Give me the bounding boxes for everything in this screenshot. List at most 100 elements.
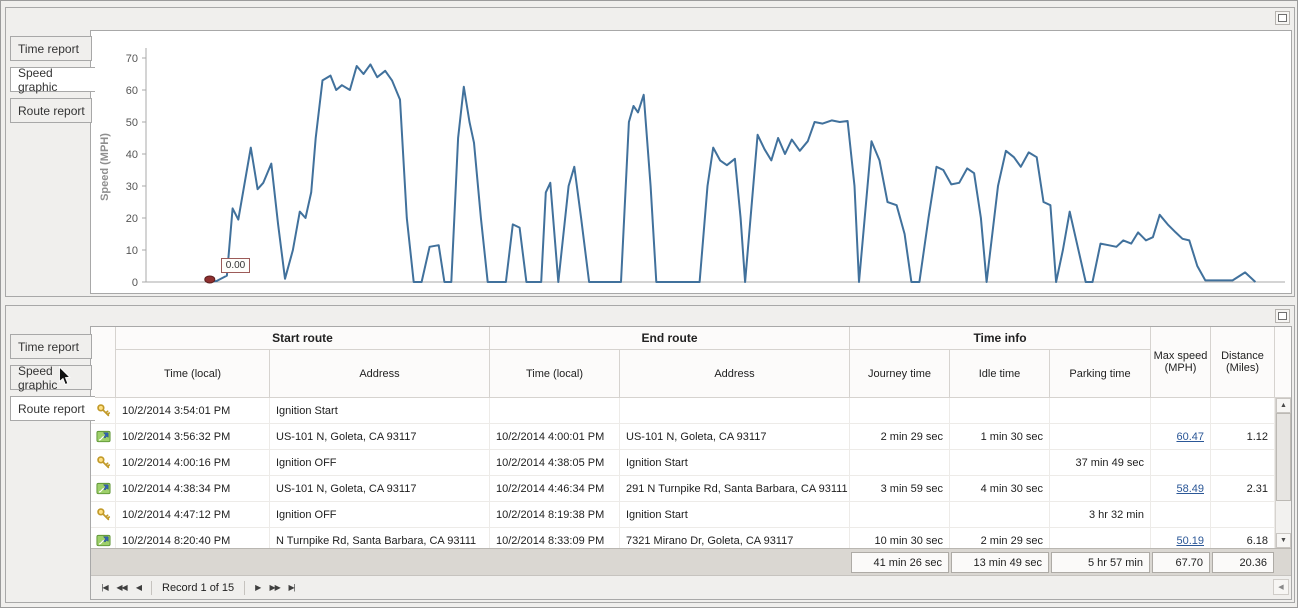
table-row[interactable]: 10/2/2014 3:56:32 PM US-101 N, Goleta, CA… — [91, 424, 1275, 450]
key-icon — [91, 398, 116, 424]
cell — [1151, 398, 1211, 424]
key-icon — [91, 450, 116, 476]
route-icon — [91, 476, 116, 502]
table-row[interactable]: 10/2/2014 3:54:01 PM Ignition Start — [91, 398, 1275, 424]
record-count-label: Record 1 of 15 — [162, 581, 235, 594]
tab-time-report[interactable]: Time report — [10, 334, 92, 359]
summary-row: 41 min 26 sec 13 min 49 sec 5 hr 57 min … — [91, 548, 1291, 575]
column-header-start-address[interactable]: Address — [270, 350, 490, 398]
pager-left-buttons: |◀ ◀◀ ◀ — [96, 580, 147, 596]
cell: 50.19 — [1151, 528, 1211, 548]
cell: 10/2/2014 8:33:09 PM — [490, 528, 620, 548]
tab-route-report[interactable]: Route report — [10, 98, 92, 123]
svg-text:70: 70 — [126, 53, 138, 65]
speed-chart-area[interactable]: Speed (MPH) 0 10 20 30 40 50 60 70 0.00 — [90, 30, 1292, 294]
tab-time-report[interactable]: Time report — [10, 36, 92, 61]
svg-text:40: 40 — [126, 149, 138, 161]
pager-prev-page-button[interactable]: ◀◀ — [116, 583, 127, 592]
cell — [850, 502, 950, 528]
column-header-start-time[interactable]: Time (local) — [116, 350, 270, 398]
cell — [1151, 502, 1211, 528]
hscroll-left-icon[interactable]: ◀ — [1273, 579, 1289, 595]
max-speed-link[interactable]: 50.19 — [1176, 534, 1204, 547]
collapse-button-top[interactable] — [1275, 11, 1290, 25]
table-row[interactable]: 10/2/2014 8:20:40 PM N Turnpike Rd, Santa… — [91, 528, 1275, 548]
cell: 10/2/2014 4:00:01 PM — [490, 424, 620, 450]
record-navigator: |◀ ◀◀ ◀ Record 1 of 15 ▶ ▶▶ ▶| ◀ — [91, 575, 1291, 599]
cell: 10/2/2014 4:38:05 PM — [490, 450, 620, 476]
cell: US-101 N, Goleta, CA 93117 — [270, 424, 490, 450]
header-filler — [1275, 327, 1291, 398]
tab-speed-graphic[interactable]: Speed graphic — [10, 364, 92, 392]
svg-text:10: 10 — [126, 245, 138, 257]
cell — [1050, 528, 1151, 548]
svg-text:50: 50 — [126, 117, 138, 129]
cell: 3 min 59 sec — [850, 476, 950, 502]
group-header-start-route[interactable]: Start route — [116, 327, 490, 350]
cell: 37 min 49 sec — [1050, 450, 1151, 476]
cell: 10/2/2014 8:20:40 PM — [116, 528, 270, 548]
key-icon — [91, 502, 116, 528]
column-header-max-speed[interactable]: Max speed (MPH) — [1151, 327, 1211, 398]
cell: 60.47 — [1151, 424, 1211, 450]
column-header-end-time[interactable]: Time (local) — [490, 350, 620, 398]
collapse-button-bottom[interactable] — [1275, 309, 1290, 323]
column-header-end-address[interactable]: Address — [620, 350, 850, 398]
pager-separator — [151, 580, 152, 595]
column-header-journey-time[interactable]: Journey time — [850, 350, 950, 398]
svg-text:30: 30 — [126, 181, 138, 193]
table-row[interactable]: 10/2/2014 4:47:12 PM Ignition OFF 10/2/201… — [91, 502, 1275, 528]
cell: 4 min 30 sec — [950, 476, 1050, 502]
top-tabstrip: Time report Speed graphic Route report — [10, 36, 102, 129]
max-speed-link[interactable]: 60.47 — [1176, 430, 1204, 443]
pager-next-page-button[interactable]: ▶▶ — [269, 583, 281, 592]
pager-last-button[interactable]: ▶| — [288, 583, 296, 592]
cell: Ignition Start — [620, 450, 850, 476]
cell — [950, 502, 1050, 528]
mouse-cursor — [59, 366, 71, 386]
cell: Ignition Start — [270, 398, 490, 424]
summary-distance: 20.36 — [1212, 552, 1274, 573]
svg-text:20: 20 — [126, 213, 138, 225]
group-header-time-info[interactable]: Time info — [850, 327, 1151, 350]
scrollbar-thumb[interactable] — [1276, 413, 1291, 501]
route-icon — [91, 424, 116, 450]
cell: 7321 Mirano Dr, Goleta, CA 93117 — [620, 528, 850, 548]
cell — [1050, 476, 1151, 502]
tab-speed-graphic[interactable]: Speed graphic — [10, 66, 95, 94]
summary-parking-time: 5 hr 57 min — [1051, 552, 1150, 573]
speed-graphic-panel: Time report Speed graphic Route report Spe… — [5, 7, 1295, 297]
cell — [490, 398, 620, 424]
scroll-up-icon[interactable]: ▲ — [1276, 398, 1291, 413]
cell: Ignition Start — [620, 502, 850, 528]
cell: 2 min 29 sec — [950, 528, 1050, 548]
pager-first-button[interactable]: |◀ — [101, 583, 108, 592]
cell — [1050, 398, 1151, 424]
max-speed-link[interactable]: 58.49 — [1176, 482, 1204, 495]
route-report-panel: Time report Speed graphic Route report Sta… — [5, 305, 1295, 603]
group-header-end-route[interactable]: End route — [490, 327, 850, 350]
pager-prev-button[interactable]: ◀ — [135, 583, 142, 592]
route-icon — [91, 528, 116, 548]
summary-journey-time: 41 min 26 sec — [851, 552, 949, 573]
cell: 10/2/2014 4:47:12 PM — [116, 502, 270, 528]
table-row[interactable]: 10/2/2014 4:00:16 PM Ignition OFF 10/2/201… — [91, 450, 1275, 476]
pager-next-button[interactable]: ▶ — [255, 583, 261, 592]
cell — [1211, 398, 1275, 424]
scroll-down-icon[interactable]: ▼ — [1276, 533, 1291, 548]
table-row[interactable]: 10/2/2014 4:38:34 PM US-101 N, Goleta, CA… — [91, 476, 1275, 502]
cell: 3 hr 32 min — [1050, 502, 1151, 528]
summary-idle-time: 13 min 49 sec — [951, 552, 1049, 573]
vertical-scrollbar[interactable]: ▲ ▼ — [1275, 398, 1291, 548]
cell — [850, 398, 950, 424]
column-header-parking-time[interactable]: Parking time — [1050, 350, 1151, 398]
cell: 10/2/2014 4:00:16 PM — [116, 450, 270, 476]
cell: Ignition OFF — [270, 502, 490, 528]
cell: 10/2/2014 3:54:01 PM — [116, 398, 270, 424]
column-header-idle-time[interactable]: Idle time — [950, 350, 1050, 398]
pager-right-buttons: ▶ ▶▶ ▶| — [249, 580, 300, 596]
cell: 6.18 — [1211, 528, 1275, 548]
column-header-distance[interactable]: Distance (Miles) — [1211, 327, 1275, 398]
cell — [1050, 424, 1151, 450]
tab-route-report[interactable]: Route report — [10, 396, 95, 421]
